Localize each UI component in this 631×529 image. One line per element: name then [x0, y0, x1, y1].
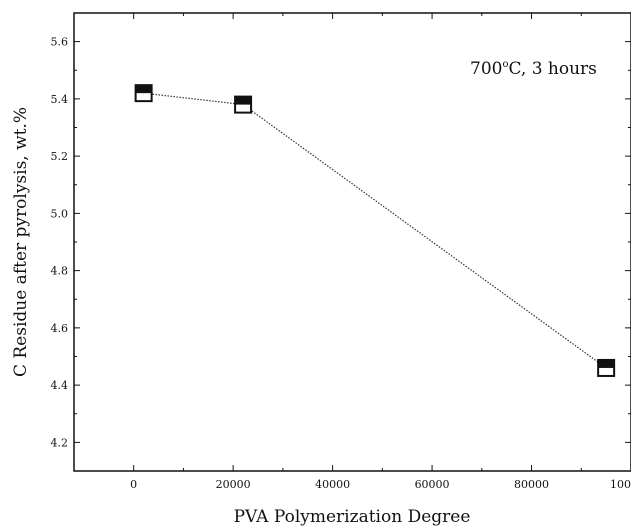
y-tick-label: 5.2 — [51, 150, 69, 163]
y-tick-label: 4.6 — [51, 322, 69, 335]
x-tick-label: 80000 — [514, 478, 549, 491]
x-tick-label: 20000 — [216, 478, 251, 491]
y-tick-label: 4.2 — [51, 436, 69, 449]
condition-annotation: 700oC, 3 hours — [470, 59, 597, 79]
x-tick-label: 40000 — [315, 478, 350, 491]
y-tick-label: 4.4 — [51, 379, 69, 392]
y-axis-title: C Residue after pyrolysis, wt.% — [11, 107, 31, 377]
y-tick-label: 5.4 — [51, 93, 69, 106]
y-tick-label: 5.0 — [51, 207, 69, 220]
data-point-fill — [135, 85, 152, 94]
x-tick-label: 60000 — [415, 478, 450, 491]
data-point — [134, 84, 153, 103]
annotation-degree-symbol: o — [502, 59, 508, 70]
x-tick-label: 100000 — [610, 478, 631, 491]
x-axis-ticks: 0 20000 40000 60000 80000 100000 — [130, 13, 631, 491]
data-point-fill — [598, 359, 615, 368]
series-lines — [143, 92, 607, 369]
plot-frame — [73, 12, 631, 472]
data-point — [597, 358, 616, 377]
y-tick-label: 4.8 — [51, 265, 69, 278]
data-point — [234, 95, 253, 114]
x-tick-label: 0 — [130, 478, 137, 491]
y-tick-label: 5.6 — [51, 36, 69, 49]
annotation-unit-duration: C, 3 hours — [508, 59, 596, 79]
annotation-temperature: 700 — [470, 59, 502, 79]
x-axis-title: PVA Polymerization Degree — [234, 507, 471, 527]
y-axis-ticks: 4.2 4.4 4.6 4.8 5.0 5.2 5.4 5.6 — [51, 36, 631, 449]
data-point-fill — [235, 96, 252, 105]
series-line — [143, 92, 607, 369]
series-points — [134, 84, 616, 377]
